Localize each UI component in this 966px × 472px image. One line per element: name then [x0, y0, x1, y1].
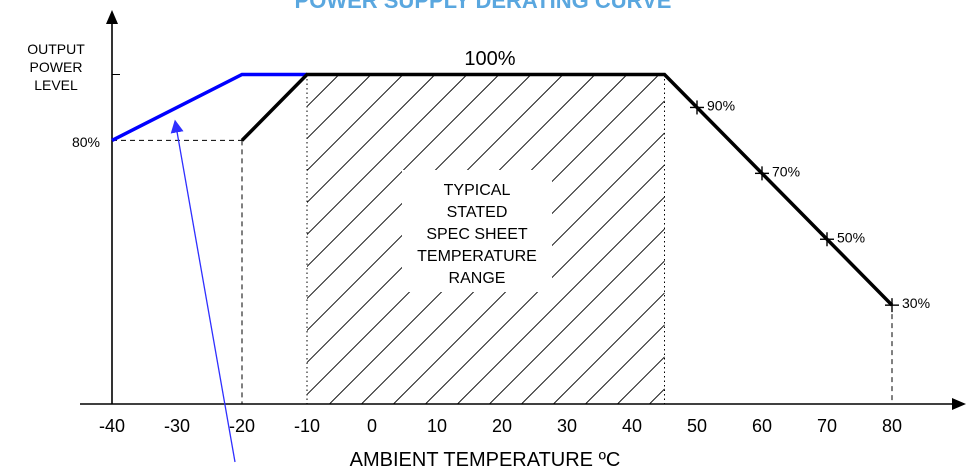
hatch-line [617, 356, 665, 404]
x-axis-label: AMBIENT TEMPERATURE ºC [350, 449, 621, 471]
annotation-arrow [170, 119, 236, 463]
x-tick-label-60: 60 [752, 416, 772, 436]
y-axis-label-line-3: LEVEL [34, 77, 78, 93]
x-tick-label-minus20: -20 [229, 416, 255, 436]
hatch-line [393, 132, 665, 404]
x-tick-label-minus10: -10 [294, 416, 320, 436]
x-tick-label-10: 10 [427, 416, 447, 436]
hatch-line [307, 74, 372, 140]
region-label-backdrop [402, 170, 552, 292]
x-tick-label-minus30: -30 [164, 416, 190, 436]
hatch-line [307, 74, 532, 300]
region-label-line-2: STATED [447, 204, 508, 221]
hatched-region [307, 74, 665, 404]
y-axis-label-line-1: OUTPUT [27, 41, 85, 57]
x-tick-label-50: 50 [687, 416, 707, 436]
x-axis-arrowhead [952, 398, 966, 410]
hatch-line [457, 196, 665, 404]
region-label-line-1: TYPICAL [444, 182, 511, 199]
y-axis-label-line-2: POWER [30, 59, 83, 75]
hatch-line [307, 74, 564, 332]
derating-markers: 90% 70% 50% 30% [690, 97, 930, 313]
x-tick-label-0: 0 [367, 416, 377, 436]
hatch-line [585, 324, 665, 404]
x-tick-label-20: 20 [492, 416, 512, 436]
hatch-line [425, 164, 665, 404]
blue-derating-line [111, 72, 307, 142]
series [111, 72, 894, 307]
y-axis-label: OUTPUT POWER LEVEL [27, 41, 85, 93]
hatch-line [489, 228, 665, 404]
chart-title: POWER SUPPLY DERATING CURVE [295, 0, 672, 13]
hatch-line [307, 74, 436, 204]
region-label-line-4: TEMPERATURE [417, 248, 537, 265]
marker-label-80: 30% [902, 295, 930, 311]
hatch-line [307, 74, 404, 172]
x-tick-label-40: 40 [622, 416, 642, 436]
region-label-line-3: SPEC SHEET [426, 226, 528, 243]
x-tick-label-70: 70 [817, 416, 837, 436]
x-tick-label-minus40: -40 [99, 416, 125, 436]
hatch-line [307, 74, 340, 108]
axes [80, 10, 966, 410]
y-axis-arrowhead [106, 10, 118, 24]
hatch-line [307, 74, 308, 76]
black-derating-line [240, 72, 894, 307]
hatch-line [307, 74, 468, 236]
guide-lines [112, 74, 893, 404]
x-tick-label-30: 30 [557, 416, 577, 436]
hatch-line [553, 292, 665, 404]
label-100-percent: 100% [464, 48, 515, 70]
hatch-line [307, 74, 500, 268]
hatch-line [521, 260, 665, 404]
marker-label-50: 90% [707, 97, 735, 113]
x-tick-labels: -40 -30 -20 -10 0 10 20 30 40 50 60 70 80 [99, 416, 902, 436]
hatch-line [649, 388, 665, 404]
region-label: TYPICAL STATED SPEC SHEET TEMPERATURE RA… [417, 182, 537, 287]
label-80-percent: 80% [72, 134, 100, 150]
marker-label-60: 70% [772, 163, 800, 179]
marker-label-70: 50% [837, 229, 865, 245]
x-tick-label-80: 80 [882, 416, 902, 436]
region-label-line-5: RANGE [449, 270, 506, 287]
